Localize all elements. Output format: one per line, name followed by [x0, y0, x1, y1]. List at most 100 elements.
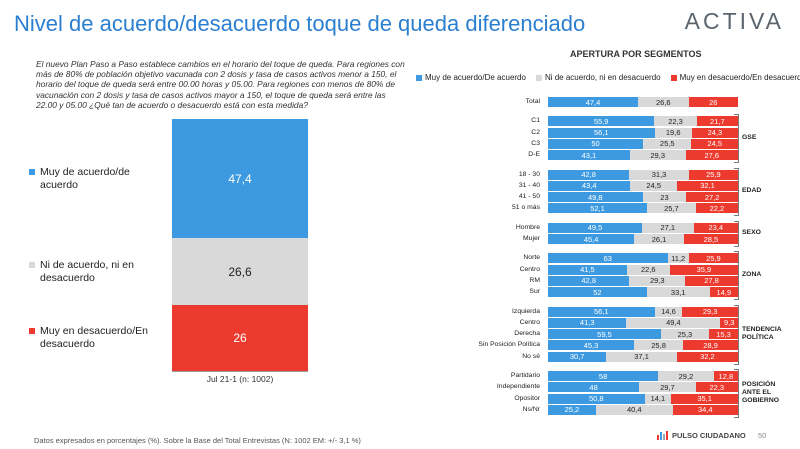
group-bracket: [734, 220, 739, 247]
legend-label: Muy en desacuerdo/En desacuerdo: [40, 325, 148, 351]
bar-segment-disagree: 12,8: [713, 371, 738, 381]
bar-segment-disagree: 25,9: [688, 169, 738, 180]
row-label: Partidario: [510, 372, 540, 379]
bar-segment-agree: 42,8: [548, 169, 630, 180]
row-label: 51 o más: [512, 204, 540, 212]
bar-segment-disagree: 22,2: [695, 203, 738, 214]
bar-segment-agree: 63: [548, 253, 668, 264]
group-bracket: [734, 369, 739, 418]
group-label: GSE: [742, 134, 757, 142]
group-bracket: [734, 251, 739, 301]
bar-segment-disagree: 23,4: [693, 222, 738, 233]
bar-segment-agree: 50: [548, 138, 643, 149]
row-label: C1: [531, 117, 540, 125]
group-label: EDAD: [742, 187, 762, 195]
pulso-ciudadano-logo: PULSO CIUDADANO: [657, 431, 746, 440]
row-label: C2: [531, 128, 540, 136]
bar-segment-agree: 42,8: [548, 275, 630, 286]
legend-label: Ni de acuerdo, ni en desacuerdo: [40, 258, 134, 284]
legend-swatch-icon: [29, 168, 35, 175]
row-label: Independiente: [496, 383, 540, 391]
segments-title: APERTURA POR SEGMENTOS: [570, 49, 702, 59]
bar-segment-disagree: 32,2: [676, 351, 738, 362]
bar-segment-disagree: 28,5: [683, 234, 738, 244]
legend-swatch-icon: [29, 328, 35, 335]
bar-segment-neutral: 25,8: [634, 340, 684, 351]
group-label: ZONA: [742, 271, 762, 279]
brand-name: PULSO CIUDADANO: [672, 431, 746, 440]
bar-segment-agree: 47,4: [548, 97, 639, 107]
row-label: Centro: [519, 265, 540, 273]
bar-segment-neutral: 37,1: [606, 351, 677, 362]
bar-segment-agree: 50,8: [548, 393, 645, 404]
bar-segment-neutral: 29,2: [658, 371, 714, 381]
bar-segment-neutral: 25,7: [646, 203, 696, 214]
bar-segment-agree: 52,1: [548, 203, 647, 214]
bar-segment-agree: 25,2: [548, 404, 596, 415]
bar-segment-neutral: 29,7: [639, 382, 696, 393]
legend-label: Muy de acuerdo/de acuerdo: [40, 165, 130, 191]
bar-segment-disagree: 34,4: [672, 404, 738, 415]
bar-segment-disagree: 24,3: [691, 127, 738, 138]
group-bracket: [734, 167, 739, 217]
bar-segment-neutral: 40,4: [595, 404, 673, 415]
legend-item-neutral: Ni de acuerdo, ni en desacuerdo: [535, 73, 661, 82]
bar-segment-disagree: 26: [172, 305, 308, 371]
period-label: Jul 21-1 (n: 1002): [206, 374, 274, 384]
group-label: SEXO: [742, 229, 761, 237]
bar-segment-disagree: 9,3: [720, 317, 738, 328]
legend-label: Muy de acuerdo/De acuerdo: [425, 73, 526, 82]
row-label: No sé: [522, 352, 540, 360]
bars-logo-icon: [657, 431, 668, 440]
legend-swatch-icon: [29, 261, 35, 268]
row-label: Norte: [523, 254, 540, 262]
segments-legend: Muy de acuerdo/De acuerdo Ni de acuerdo,…: [416, 73, 800, 82]
bar-segment-neutral: 33,1: [646, 287, 710, 298]
row-label: Opositor: [514, 394, 540, 402]
bar-segment-neutral: 49,4: [626, 317, 721, 328]
bar-segment-neutral: 24,5: [630, 180, 677, 191]
bar-segment-neutral: 22,6: [626, 264, 670, 275]
bar-segment-agree: 45,3: [548, 340, 635, 351]
bar-segment-disagree: 27,8: [685, 275, 738, 286]
bar-segment-neutral: 23: [642, 192, 687, 203]
row-label: Izquierda: [512, 307, 540, 315]
bar-segment-neutral: 26,1: [634, 234, 684, 244]
bar-segment-disagree: 29,3: [682, 306, 738, 317]
bar-segment-neutral: 26,6: [172, 238, 308, 306]
bar-segment-agree: 52: [548, 287, 647, 298]
bar-segment-agree: 45,4: [548, 234, 635, 244]
legend-label: Muy en desacuerdo/En desacuerdo: [679, 73, 800, 82]
bar-segment-disagree: 35,1: [671, 393, 738, 404]
legend-swatch-icon: [670, 74, 677, 81]
bar-segment-neutral: 29,3: [629, 275, 686, 286]
bar-segment-disagree: 32,1: [677, 180, 738, 191]
legend-swatch-icon: [416, 74, 422, 81]
bar-segment-disagree: 27,6: [685, 150, 738, 161]
bar-segment-agree: 48: [548, 382, 640, 393]
legend-item-disagree: Muy en desacuerdo/En desacuerdo: [670, 73, 800, 82]
bar-segment-neutral: 26,6: [638, 97, 689, 107]
legend-item-agree: Muy de acuerdo/de acuerdo: [29, 165, 150, 192]
row-label: 18 - 30: [518, 170, 540, 178]
bar-segment-agree: 43,1: [548, 150, 630, 161]
bar-segment-disagree: 28,9: [683, 340, 738, 351]
row-label: Ns/Nr: [522, 405, 540, 413]
total-stacked-bar: 47,4 26,6 26: [172, 119, 308, 372]
footnote: Datos expresados en porcentajes (%). Sob…: [34, 436, 361, 445]
group-bracket: [734, 114, 739, 164]
bar-segment-agree: 47,4: [172, 119, 308, 239]
bar-segment-neutral: 29,3: [629, 150, 686, 161]
bar-segment-neutral: 25,5: [643, 138, 692, 149]
group-bracket: [734, 304, 739, 365]
row-label: Sin Posición Política: [478, 341, 540, 349]
legend-swatch-icon: [535, 74, 542, 81]
bar-segment-agree: 56,1: [548, 306, 655, 317]
bar-segment-agree: 58: [548, 371, 659, 381]
bar-segment-agree: 41,5: [548, 264, 627, 275]
legend-item-agree: Muy de acuerdo/De acuerdo: [416, 73, 526, 82]
legend-label: Ni de acuerdo, ni en desacuerdo: [544, 73, 661, 82]
survey-question: El nuevo Plan Paso a Paso establece camb…: [36, 59, 405, 110]
bar-segment-agree: 30,7: [548, 351, 607, 362]
